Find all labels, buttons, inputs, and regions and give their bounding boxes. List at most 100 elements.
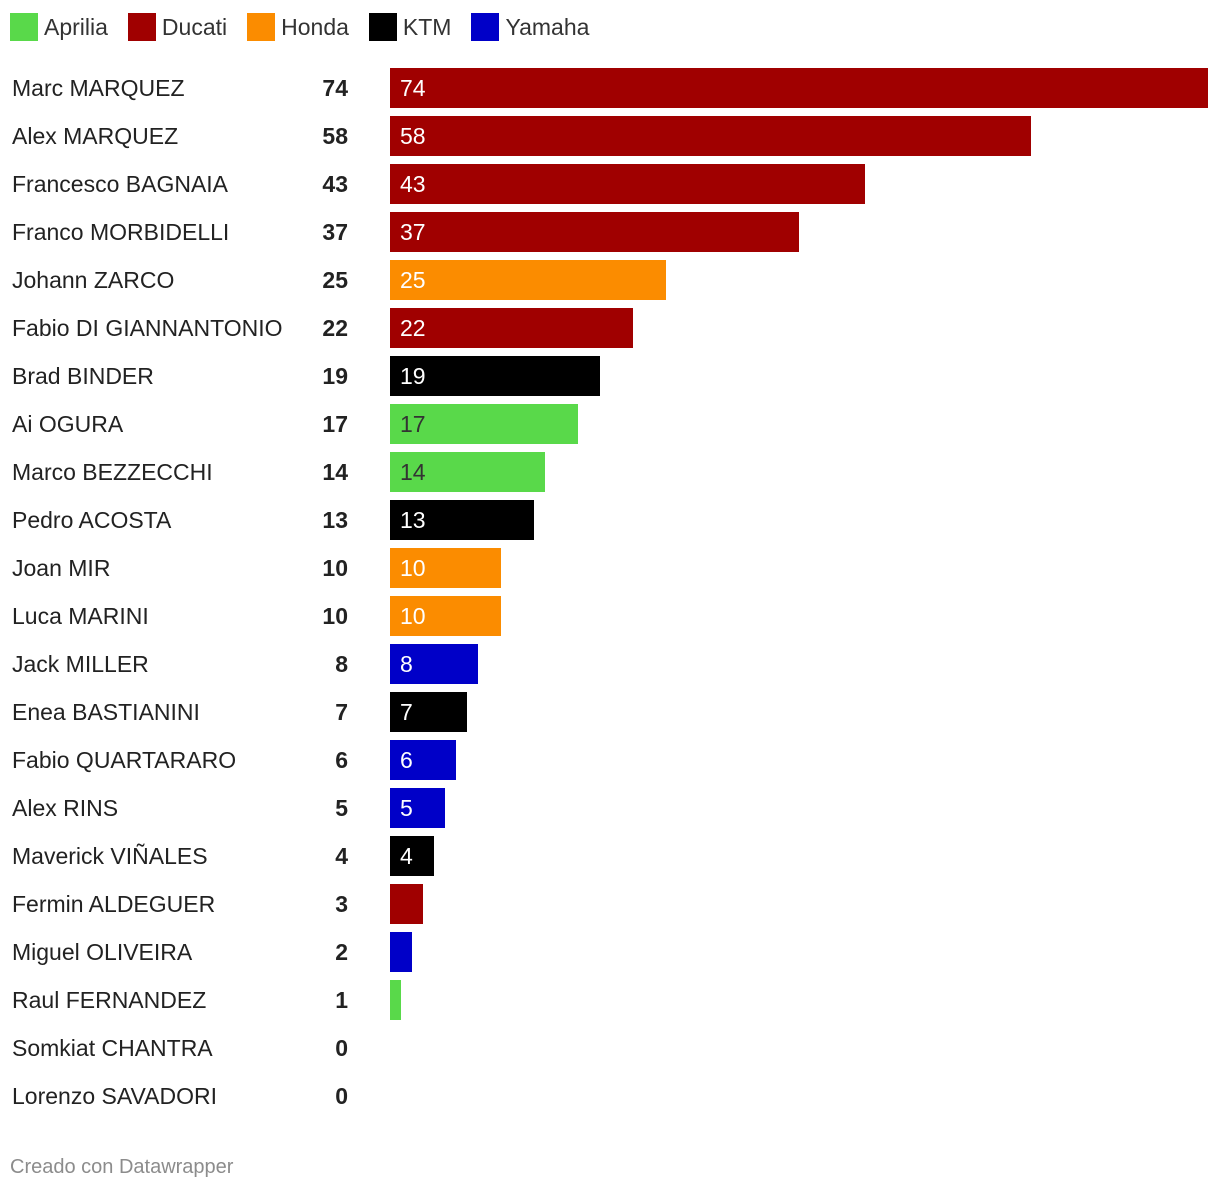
bar-value-label: 4	[400, 843, 413, 869]
chart-row: Somkiat CHANTRA 0	[0, 1024, 1220, 1072]
chart-row: Ai OGURA 17 17	[0, 400, 1220, 448]
points-total: 74	[322, 75, 348, 101]
points-total: 0	[335, 1035, 348, 1061]
rider-name: Franco MORBIDELLI	[12, 219, 230, 245]
bar: 58	[390, 116, 1031, 156]
points-total: 14	[322, 459, 348, 485]
legend-item: Yamaha	[471, 13, 589, 41]
chart-row: Raul FERNANDEZ 1	[0, 976, 1220, 1024]
points-total: 8	[335, 651, 348, 677]
points-total: 19	[322, 363, 348, 389]
chart-row: Miguel OLIVEIRA 2	[0, 928, 1220, 976]
chart-row: Fermin ALDEGUER 3	[0, 880, 1220, 928]
bar-value-label: 10	[400, 555, 426, 581]
bar: 19	[390, 356, 600, 396]
legend-swatch	[127, 13, 156, 41]
bar: 5	[390, 788, 445, 828]
rider-name: Francesco BAGNAIA	[12, 171, 229, 197]
bar: 13	[390, 500, 534, 540]
bar-value-label: 74	[400, 75, 426, 101]
bar: 25	[390, 260, 666, 300]
rider-name: Pedro ACOSTA	[12, 507, 172, 533]
bar	[390, 884, 423, 924]
chart-row: Jack MILLER 8 8	[0, 640, 1220, 688]
rider-name: Lorenzo SAVADORI	[12, 1083, 217, 1109]
points-total: 2	[335, 939, 348, 965]
legend-swatch	[471, 13, 500, 41]
points-total: 58	[322, 123, 348, 149]
bar-value-label: 37	[400, 219, 426, 245]
points-total: 0	[335, 1083, 348, 1109]
rider-name: Raul FERNANDEZ	[12, 987, 207, 1013]
chart-row: Johann ZARCO 25 25	[0, 256, 1220, 304]
legend-swatch	[10, 13, 38, 41]
bar: 10	[390, 596, 501, 636]
points-total: 17	[322, 411, 348, 437]
rider-name: Alex RINS	[12, 795, 119, 821]
points-total: 22	[322, 315, 348, 341]
bar-value-label: 43	[400, 171, 426, 197]
chart-row: Fabio DI GIANNANTONIO 22 22	[0, 304, 1220, 352]
chart-row: Francesco BAGNAIA 43 43	[0, 160, 1220, 208]
points-total: 10	[322, 555, 348, 581]
chart-row: Marco BEZZECCHI 14 14	[0, 448, 1220, 496]
legend-label: Honda	[281, 13, 349, 40]
bar-value-label: 13	[400, 507, 426, 533]
points-total: 5	[335, 795, 348, 821]
points-total: 37	[322, 219, 348, 245]
rider-name: Maverick VIÑALES	[12, 843, 208, 869]
rider-name: Alex MARQUEZ	[12, 123, 179, 149]
bar: 43	[390, 164, 865, 204]
bar-value-label: 19	[400, 363, 426, 389]
points-total: 1	[335, 987, 348, 1013]
bar-value-label: 17	[400, 411, 426, 437]
bar: 22	[390, 308, 633, 348]
rider-name: Marco BEZZECCHI	[12, 459, 213, 485]
rider-name: Marc MARQUEZ	[12, 75, 185, 101]
bar	[390, 980, 401, 1020]
bar-value-label: 22	[400, 315, 426, 341]
bar-value-label: 58	[400, 123, 426, 149]
bar: 37	[390, 212, 799, 252]
bar-value-label: 6	[400, 747, 413, 773]
bar: 17	[390, 404, 578, 444]
bar: 8	[390, 644, 478, 684]
legend-label: Yamaha	[505, 13, 590, 40]
points-total: 25	[322, 267, 348, 293]
chart-row: Brad BINDER 19 19	[0, 352, 1220, 400]
bar: 14	[390, 452, 545, 492]
legend-item: Ducati	[127, 13, 227, 41]
chart-row: Luca MARINI 10 10	[0, 592, 1220, 640]
chart-row: Marc MARQUEZ 74 74	[0, 64, 1220, 112]
bar: 74	[390, 68, 1208, 108]
legend-swatch	[247, 13, 276, 41]
points-total: 6	[335, 747, 348, 773]
bar: 6	[390, 740, 456, 780]
rider-name: Fermin ALDEGUER	[12, 891, 216, 917]
rider-name: Fabio QUARTARARO	[12, 747, 237, 773]
legend-swatch	[368, 13, 397, 41]
rider-name: Jack MILLER	[12, 651, 149, 677]
bar: 4	[390, 836, 434, 876]
points-total: 3	[335, 891, 348, 917]
legend-item: KTM	[368, 13, 452, 41]
points-total: 13	[322, 507, 348, 533]
chart-row: Alex RINS 5 5	[0, 784, 1220, 832]
legend-label: KTM	[402, 13, 452, 40]
chart-row: Pedro ACOSTA 13 13	[0, 496, 1220, 544]
points-total: 7	[335, 699, 348, 725]
legend-label: Aprilia	[44, 13, 108, 40]
points-total: 4	[335, 843, 348, 869]
rider-name: Fabio DI GIANNANTONIO	[12, 315, 283, 341]
chart-row: Maverick VIÑALES 4 4	[0, 832, 1220, 880]
legend: Aprilia Ducati Honda KTM Yamaha	[10, 12, 609, 42]
bar-value-label: 7	[400, 699, 413, 725]
rider-name: Luca MARINI	[12, 603, 149, 629]
rider-name: Miguel OLIVEIRA	[12, 939, 193, 965]
rider-name: Johann ZARCO	[12, 267, 175, 293]
bar-value-label: 5	[400, 795, 413, 821]
points-total: 43	[322, 171, 348, 197]
credit-footer: Creado con Datawrapper	[10, 1156, 234, 1178]
chart-row: Enea BASTIANINI 7 7	[0, 688, 1220, 736]
legend-item: Aprilia	[10, 13, 108, 41]
